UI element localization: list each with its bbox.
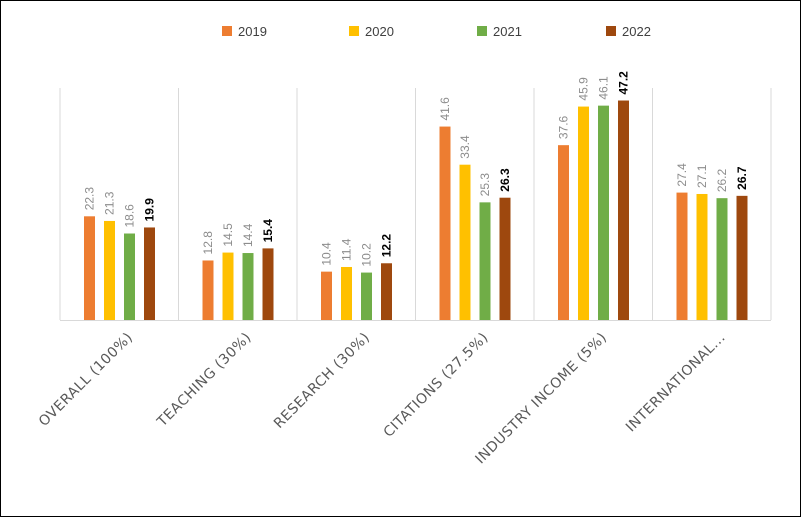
bar-2019-4: [558, 145, 569, 320]
value-label: 12.2: [380, 234, 394, 258]
value-label: 19.9: [143, 198, 157, 222]
bar-2022-1: [262, 248, 274, 320]
bar-2020-1: [222, 252, 234, 320]
category-label: CITATIONS (27.5%): [381, 330, 492, 441]
legend-label: 2022: [622, 24, 651, 39]
value-label: 10.2: [360, 243, 374, 267]
legend-item-2021: 2021: [477, 24, 522, 39]
category-label: INTERNATIONAL...: [623, 330, 729, 436]
legend-item-2019: 2019: [222, 24, 267, 39]
bar-2019-5: [676, 192, 688, 320]
bar-2021-5: [716, 198, 728, 320]
value-label: 46.1: [597, 76, 611, 100]
value-label: 47.2: [617, 71, 631, 95]
bar-2022-2: [381, 263, 392, 320]
bar-2020-2: [341, 266, 352, 320]
value-label: 27.1: [695, 164, 709, 188]
bars: [84, 100, 748, 321]
legend-swatch: [349, 26, 359, 36]
value-label: 26.3: [498, 168, 512, 192]
value-label: 22.3: [83, 187, 97, 211]
legend-swatch: [477, 26, 487, 36]
value-label: 15.4: [261, 219, 275, 243]
value-label: 14.4: [241, 223, 255, 247]
value-label: 12.8: [201, 231, 215, 255]
category-label: OVERALL (100%): [36, 330, 136, 430]
bar-2019-3: [439, 126, 451, 320]
bar-2020-0: [104, 220, 115, 320]
legend-label: 2020: [365, 24, 394, 39]
bar-2021-4: [598, 105, 609, 320]
bar-2021-3: [479, 202, 491, 320]
bar-2020-3: [459, 164, 471, 320]
value-label: 26.2: [715, 168, 729, 192]
bar-2019-1: [202, 260, 214, 320]
bar-2022-5: [736, 195, 748, 320]
legend: 2019 2020 2021 2022: [222, 24, 651, 39]
category-label: TEACHING (30%): [154, 330, 255, 431]
value-label: 37.6: [557, 115, 571, 139]
legend-swatch: [606, 26, 616, 36]
value-label: 26.7: [735, 166, 749, 190]
bar-2020-5: [696, 193, 708, 320]
category-label: RESEARCH (30%): [271, 330, 373, 432]
value-label: 21.3: [103, 191, 117, 215]
legend-label: 2021: [493, 24, 522, 39]
value-label: 41.6: [438, 97, 452, 121]
value-labels: 22.3 21.3 18.6 19.9 12.8 14.5 14.4 15.4 10.4 11.4…: [83, 71, 750, 267]
value-label: 18.6: [123, 204, 137, 228]
value-label: 10.4: [320, 242, 334, 266]
legend-swatch: [222, 26, 232, 36]
bar-2019-0: [84, 216, 95, 320]
bar-2019-2: [321, 271, 332, 320]
bar-2022-0: [144, 227, 155, 320]
legend-item-2022: 2022: [606, 24, 651, 39]
category-labels: OVERALL (100%) TEACHING (30%) RESEARCH (30…: [36, 330, 729, 468]
value-label: 27.4: [675, 163, 689, 187]
value-label: 33.4: [458, 135, 472, 159]
bar-2021-2: [361, 272, 372, 320]
bar-2021-0: [124, 233, 135, 320]
legend-label: 2019: [238, 24, 267, 39]
category-separators: [59, 88, 772, 320]
bar-2022-3: [499, 197, 511, 320]
bar-2021-1: [242, 253, 254, 320]
category-label: INDUSTRY INCOME (5%): [473, 330, 611, 468]
value-label: 11.4: [340, 238, 354, 261]
value-label: 14.5: [221, 223, 235, 247]
value-label: 45.9: [577, 77, 591, 101]
value-label: 25.3: [478, 173, 492, 197]
legend-item-2020: 2020: [349, 24, 394, 39]
bar-2022-4: [618, 100, 629, 321]
bar-2020-4: [578, 106, 589, 320]
